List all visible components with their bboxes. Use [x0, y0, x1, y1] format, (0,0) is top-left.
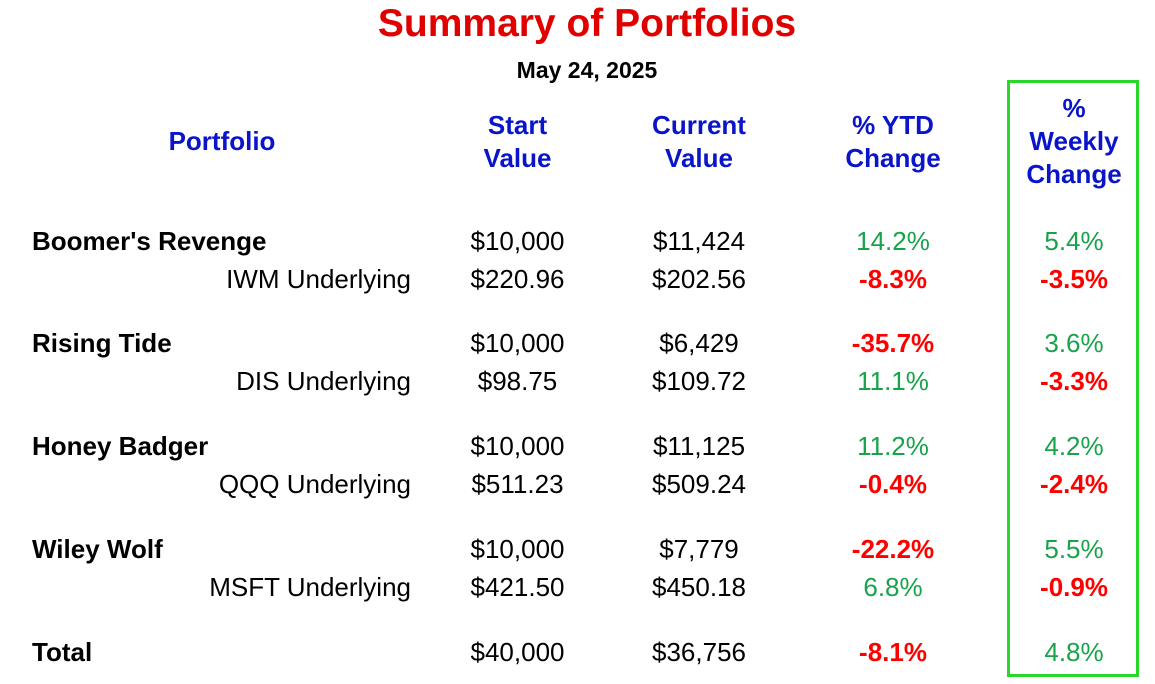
ytd-change: -35.7%: [851, 328, 935, 358]
underlying-name: QQQ Underlying: [218, 469, 411, 499]
underlying-name: IWM Underlying: [226, 264, 411, 294]
current-value: $509.24: [652, 469, 746, 499]
current-value: $36,756: [652, 637, 746, 667]
start-value: $10,000: [470, 328, 565, 358]
current-value: $6,429: [659, 328, 739, 358]
current-value: $7,779: [659, 534, 739, 564]
current-value: $450.18: [652, 572, 746, 602]
current-value: $11,424: [652, 226, 746, 256]
ytd-change: 11.2%: [857, 431, 929, 461]
underlying-name: MSFT Underlying: [209, 572, 411, 602]
weekly-change: 4.2%: [1044, 431, 1104, 461]
weekly-change: -2.4%: [1040, 469, 1108, 499]
start-value: $511.23: [471, 469, 564, 499]
portfolio-name: Rising Tide: [32, 328, 172, 358]
ytd-change: 14.2%: [856, 226, 930, 256]
start-value: $421.50: [470, 572, 565, 602]
weekly-change: 5.5%: [1044, 534, 1104, 564]
header-start-line1: Start: [487, 110, 548, 140]
underlying-name: DIS Underlying: [236, 366, 411, 396]
header-portfolio-label: Portfolio: [168, 126, 276, 156]
start-value: $10,000: [470, 534, 565, 564]
ytd-change: -22.2%: [851, 534, 935, 564]
start-value: $10,000: [470, 226, 565, 256]
header-current-value: Current Value: [630, 109, 768, 175]
header-ytd-line2: Change: [845, 143, 941, 173]
header-current-line2: Value: [665, 143, 733, 173]
header-start-line2: Value: [483, 143, 552, 173]
weekly-change: -3.3%: [1040, 366, 1108, 396]
header-weekly-line3: Change: [1026, 159, 1122, 189]
header-weekly-line1: %: [1062, 93, 1086, 123]
weekly-change-highlight-box: [1007, 80, 1139, 677]
weekly-change: 5.4%: [1044, 226, 1104, 256]
ytd-change: -0.4%: [859, 469, 927, 499]
current-value: $11,125: [652, 431, 746, 461]
report-date: May 24, 2025: [516, 57, 658, 83]
weekly-change: -3.5%: [1040, 264, 1108, 294]
ytd-change: 6.8%: [863, 572, 923, 602]
ytd-change: -8.1%: [859, 637, 927, 667]
start-value: $220.96: [470, 264, 565, 294]
start-value: $10,000: [470, 431, 565, 461]
weekly-change: 4.8%: [1044, 637, 1104, 667]
current-value: $109.72: [652, 366, 746, 396]
ytd-change: 11.1%: [857, 366, 929, 396]
start-value: $40,000: [470, 637, 565, 667]
current-value: $202.56: [652, 264, 746, 294]
header-ytd-line1: % YTD: [852, 110, 934, 140]
header-current-line1: Current: [652, 110, 746, 140]
portfolio-name: Boomer's Revenge: [32, 226, 267, 256]
start-value: $98.75: [477, 366, 558, 396]
header-weekly-line2: Weekly: [1029, 126, 1119, 156]
portfolio-name: Honey Badger: [32, 431, 209, 461]
header-ytd-change: % YTD Change: [829, 109, 957, 175]
portfolio-name: Total: [32, 637, 93, 667]
page-title: Summary of Portfolios: [377, 2, 797, 45]
header-weekly-change: % Weekly Change: [1010, 92, 1138, 191]
header-portfolio: Portfolio: [150, 125, 294, 158]
ytd-change: -8.3%: [859, 264, 927, 294]
portfolio-name: Wiley Wolf: [32, 534, 163, 564]
header-start-value: Start Value: [463, 109, 572, 175]
weekly-change: -0.9%: [1040, 572, 1108, 602]
weekly-change: 3.6%: [1044, 328, 1104, 358]
